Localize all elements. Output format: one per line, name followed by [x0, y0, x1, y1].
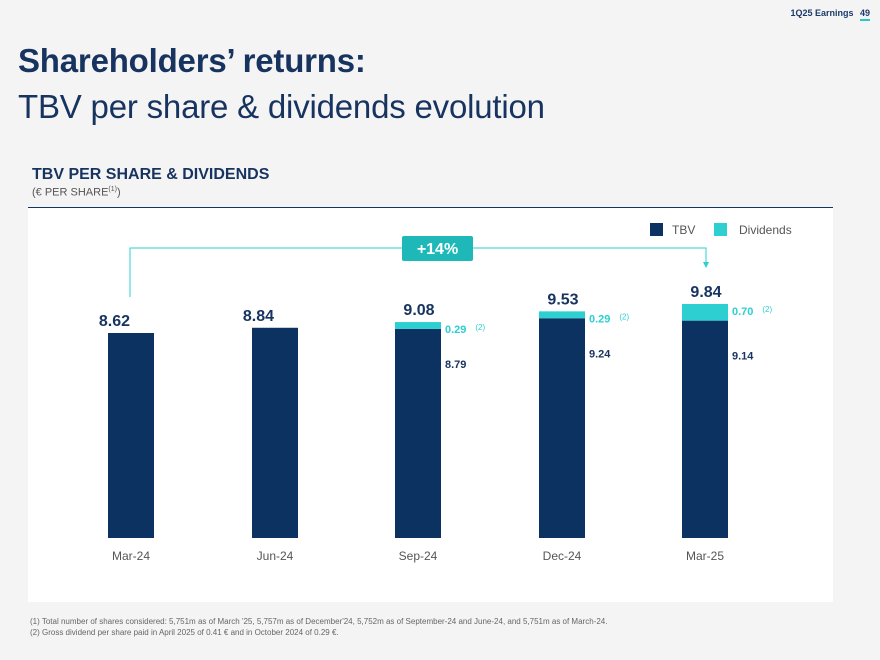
dividend-label: 0.70 [732, 306, 753, 318]
x-tick-label: Dec-24 [543, 549, 582, 563]
dividend-label: 0.29 [445, 324, 466, 336]
chart-svg: 8.62 Mar-24 8.84 Jun-24 9.08 0.29 (2) 8.79 Sep-2… [99, 223, 792, 563]
growth-badge [402, 236, 473, 261]
tbv-value-label: 8.79 [445, 359, 466, 371]
total-label: 8.84 [243, 308, 274, 325]
section-title: TBV PER SHARE & DIVIDENDS [32, 166, 270, 183]
total-label: 8.62 [99, 313, 130, 330]
footnote-1: (1) Total number of shares considered: 5… [30, 617, 608, 626]
header-label: 1Q25 Earnings [790, 8, 854, 18]
dividend-bar [682, 303, 728, 321]
growth-badge-text: +14% [417, 241, 458, 258]
legend-label-dividends: Dividends [739, 223, 792, 237]
legend-label-tbv: TBV [672, 223, 695, 237]
section-rule [28, 207, 833, 208]
tbv-bar [539, 318, 585, 538]
dividend-bar [395, 322, 441, 329]
x-tick-label: Jun-24 [257, 549, 294, 563]
legend-swatch-dividends [714, 223, 727, 236]
tbv-bar [395, 328, 441, 538]
footnote-2: (2) Gross dividend per share paid in Apr… [30, 628, 339, 637]
growth-arrowhead [703, 261, 709, 268]
total-label: 9.53 [547, 291, 578, 308]
tbv-bar [252, 327, 298, 538]
tbv-value-label: 9.14 [732, 351, 754, 363]
total-label: 9.84 [690, 284, 721, 301]
x-tick-label: Mar-25 [686, 549, 724, 563]
tbv-bar [682, 320, 728, 538]
tbv-value-label: 9.24 [589, 348, 611, 360]
header-bar: 1Q25 Earnings 49 [790, 8, 870, 21]
dividend-note: (2) [762, 305, 772, 314]
chart-panel: 8.62 Mar-24 8.84 Jun-24 9.08 0.29 (2) 8.79 Sep-2… [28, 208, 833, 602]
x-tick-label: Mar-24 [112, 549, 150, 563]
page-title: Shareholders’ returns: [18, 42, 366, 79]
dividend-note: (2) [475, 323, 485, 332]
x-tick-label: Sep-24 [399, 549, 438, 563]
dividend-bar [539, 311, 585, 319]
page-subtitle: TBV per share & dividends evolution [18, 88, 545, 125]
section-subtitle: (€ PER SHARE(1)) [32, 186, 121, 199]
dividend-note: (2) [619, 312, 629, 321]
page-number: 49 [859, 8, 870, 21]
tbv-bar [108, 333, 154, 538]
legend-swatch-tbv [650, 223, 663, 236]
footnote-ref: (1) [108, 186, 117, 193]
dividend-label: 0.29 [589, 313, 610, 325]
total-label: 9.08 [403, 302, 434, 319]
